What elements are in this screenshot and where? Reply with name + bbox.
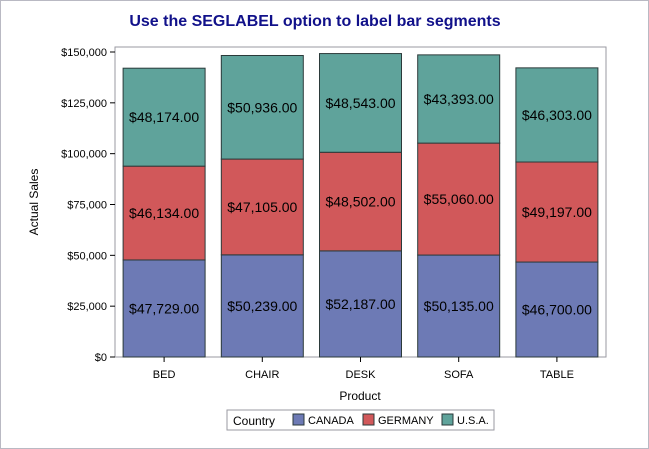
bar-segment-germany-table [515, 161, 599, 263]
bar-segment-usa-sofa [417, 54, 501, 144]
segment-label: $47,729.00 [129, 300, 199, 316]
y-tick-label: $0 [95, 352, 107, 364]
bar-segment-canada-sofa [417, 254, 501, 358]
bar-segment-canada-chair [220, 254, 304, 358]
segment-label: $50,135.00 [424, 298, 494, 314]
segment-label: $48,543.00 [325, 95, 395, 111]
bar-segment-canada-table [515, 261, 599, 358]
bar-segment-germany-desk [319, 151, 402, 252]
legend-label: GERMANY [378, 415, 434, 427]
x-tick-label: SOFA [444, 369, 474, 381]
segment-label: $50,936.00 [227, 99, 297, 115]
y-tick-label: $50,000 [67, 250, 107, 262]
y-tick-label: $150,000 [61, 47, 107, 59]
bar-segment-germany-bed [122, 165, 206, 261]
segment-label: $50,239.00 [227, 298, 297, 314]
legend-label: CANADA [308, 415, 355, 427]
legend-items: CANADA GERMANY U.S.A. [292, 413, 489, 427]
x-tick-label: BED [153, 369, 176, 381]
bar-segment-usa-table [515, 67, 599, 163]
segment-label: $55,060.00 [424, 191, 494, 207]
segment-label: $48,174.00 [129, 109, 199, 125]
segment-label: $43,393.00 [424, 91, 494, 107]
chart-title: Use the SEGLABEL option to label bar seg… [129, 13, 500, 30]
y-tick-label: $25,000 [67, 301, 107, 313]
y-tick-label: $125,000 [61, 98, 107, 110]
bar-segment-usa-desk [319, 53, 402, 153]
y-axis-label: Actual Sales [27, 169, 41, 236]
segment-label: $48,502.00 [325, 194, 395, 210]
legend-swatch [362, 413, 375, 426]
x-axis-label: Product [339, 389, 381, 403]
bar-segment-usa-bed [122, 67, 206, 167]
bar-segment-canada-desk [319, 250, 402, 358]
legend-label: U.S.A. [457, 415, 489, 427]
legend: Country CANADA GERMANY U.S.A. [226, 409, 495, 431]
segment-label: $46,303.00 [522, 107, 592, 123]
segment-label: $46,134.00 [129, 205, 199, 221]
legend-swatch [292, 413, 305, 426]
bars-group [122, 53, 599, 358]
y-tick-label: $100,000 [61, 149, 107, 161]
x-tick-label: DESK [346, 369, 377, 381]
segment-label: $47,105.00 [227, 199, 297, 215]
segment-label: $52,187.00 [325, 296, 395, 312]
segment-labels: $47,729.00 $46,134.00 $48,174.00 $50,239.00… [129, 91, 592, 318]
segment-label: $49,197.00 [522, 204, 592, 220]
bar-segment-usa-chair [220, 54, 304, 160]
x-axis: BED CHAIR DESK SOFA TABLE [153, 357, 574, 381]
segment-label: $46,700.00 [522, 302, 592, 318]
x-tick-label: CHAIR [245, 369, 279, 381]
x-tick-label: TABLE [540, 369, 574, 381]
legend-title: Country [233, 414, 275, 428]
legend-swatch [441, 413, 454, 426]
y-tick-label: $75,000 [67, 200, 107, 212]
bar-segment-germany-chair [220, 158, 304, 256]
y-axis: $0 $25,000 $50,000 $75,000 $100,000 $125,000 $… [61, 47, 115, 364]
bar-segment-germany-sofa [417, 142, 501, 256]
